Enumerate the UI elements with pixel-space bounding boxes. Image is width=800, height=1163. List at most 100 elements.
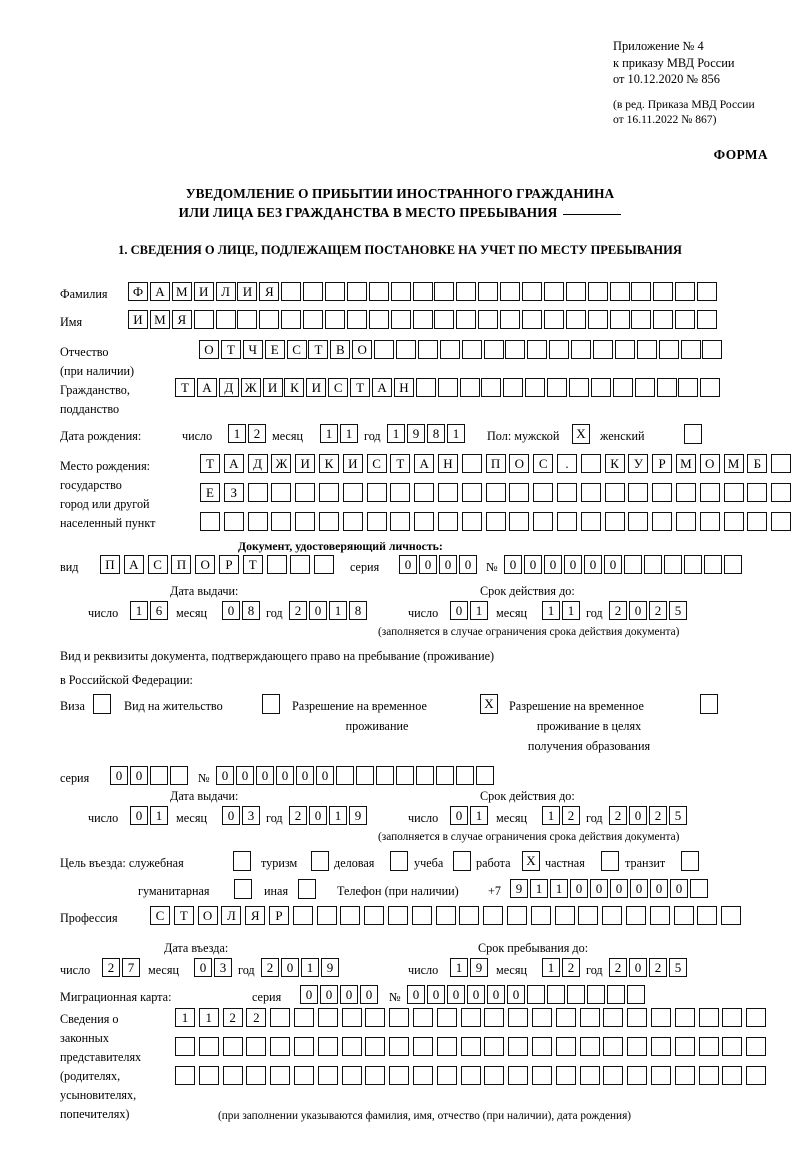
char-box[interactable]	[346, 310, 367, 329]
char-box[interactable]: М	[723, 454, 744, 473]
char-box[interactable]	[587, 282, 608, 301]
char-box[interactable]	[530, 906, 551, 925]
char-box[interactable]: 1	[550, 879, 568, 898]
char-box[interactable]	[293, 1037, 314, 1056]
char-box[interactable]: 0	[504, 555, 522, 574]
char-box[interactable]	[556, 512, 577, 531]
char-box[interactable]: 0	[316, 766, 334, 785]
char-box[interactable]: О	[509, 454, 530, 473]
char-box[interactable]: 0	[309, 601, 327, 620]
char-box[interactable]	[484, 1037, 505, 1056]
char-box[interactable]: К	[318, 454, 339, 473]
char-box[interactable]: 2	[248, 424, 266, 443]
char-box[interactable]: 2	[649, 958, 667, 977]
char-box[interactable]	[436, 1037, 457, 1056]
char-box[interactable]: 0	[564, 555, 582, 574]
checkbox-residence-permit[interactable]	[262, 694, 280, 714]
char-box[interactable]	[389, 1008, 410, 1027]
input-legal-rep-row-3[interactable]	[175, 1066, 770, 1085]
char-box[interactable]	[376, 766, 394, 785]
char-box[interactable]	[644, 555, 662, 574]
char-box[interactable]	[314, 555, 335, 574]
char-box[interactable]	[747, 512, 768, 531]
char-box[interactable]	[368, 310, 389, 329]
char-box[interactable]	[664, 555, 682, 574]
char-box[interactable]	[317, 1008, 338, 1027]
char-box[interactable]	[656, 378, 677, 397]
char-box[interactable]	[436, 1008, 457, 1027]
checkbox-sex-male[interactable]: X	[572, 424, 590, 444]
char-box[interactable]: 8	[242, 601, 260, 620]
char-box[interactable]: 1	[150, 806, 168, 825]
char-box[interactable]	[604, 512, 625, 531]
char-box[interactable]	[580, 454, 601, 473]
char-box[interactable]	[481, 378, 502, 397]
char-box[interactable]: Т	[308, 340, 329, 359]
char-box[interactable]	[722, 1037, 743, 1056]
char-box[interactable]: Т	[200, 454, 220, 473]
char-box[interactable]	[460, 1037, 481, 1056]
char-box[interactable]: 0	[590, 879, 608, 898]
char-box[interactable]	[200, 512, 220, 531]
char-box[interactable]: Ж	[240, 378, 261, 397]
char-box[interactable]: 5	[669, 601, 687, 620]
char-box[interactable]	[547, 985, 565, 1004]
char-box[interactable]	[674, 1008, 695, 1027]
char-box[interactable]	[246, 1066, 267, 1085]
char-box[interactable]	[698, 1037, 719, 1056]
char-box[interactable]	[565, 310, 586, 329]
checkbox-purpose-private[interactable]	[601, 851, 619, 871]
char-box[interactable]	[436, 1066, 457, 1085]
char-box[interactable]	[653, 310, 674, 329]
char-box[interactable]	[356, 766, 374, 785]
char-box[interactable]: 1	[329, 806, 347, 825]
char-box[interactable]	[434, 310, 455, 329]
char-box[interactable]	[293, 1066, 314, 1085]
char-box[interactable]: 1	[447, 424, 465, 443]
char-box[interactable]	[723, 483, 744, 502]
char-box[interactable]	[293, 1008, 314, 1027]
char-box[interactable]	[340, 906, 361, 925]
char-box[interactable]: Л	[221, 906, 242, 925]
char-box[interactable]: 2	[102, 958, 120, 977]
char-box[interactable]: Т	[173, 906, 194, 925]
char-box[interactable]	[658, 340, 679, 359]
char-box[interactable]: 0	[110, 766, 128, 785]
char-box[interactable]	[554, 906, 575, 925]
char-box[interactable]	[222, 1066, 243, 1085]
char-box[interactable]	[295, 512, 316, 531]
char-box[interactable]: 0	[309, 806, 327, 825]
char-box[interactable]	[628, 512, 649, 531]
char-box[interactable]	[625, 906, 646, 925]
char-box[interactable]	[478, 310, 499, 329]
char-box[interactable]: 2	[649, 806, 667, 825]
char-box[interactable]	[271, 512, 292, 531]
char-box[interactable]: 0	[130, 766, 148, 785]
char-box[interactable]: К	[604, 454, 625, 473]
char-box[interactable]	[317, 1037, 338, 1056]
char-box[interactable]: 0	[584, 555, 602, 574]
char-box[interactable]	[567, 985, 585, 1004]
char-box[interactable]: 0	[604, 555, 622, 574]
char-box[interactable]	[522, 282, 543, 301]
char-box[interactable]: 0	[544, 555, 562, 574]
char-box[interactable]	[505, 340, 526, 359]
char-box[interactable]	[527, 340, 548, 359]
char-box[interactable]: Ч	[242, 340, 263, 359]
char-box[interactable]	[412, 1066, 433, 1085]
char-box[interactable]: 0	[650, 879, 668, 898]
char-box[interactable]	[699, 512, 720, 531]
char-box[interactable]: 0	[439, 555, 457, 574]
char-box[interactable]	[366, 512, 387, 531]
char-box[interactable]	[525, 378, 546, 397]
char-box[interactable]	[506, 906, 527, 925]
char-box[interactable]: 1	[470, 601, 488, 620]
char-box[interactable]: 9	[349, 806, 367, 825]
char-box[interactable]	[316, 906, 337, 925]
char-box[interactable]	[603, 1008, 624, 1027]
